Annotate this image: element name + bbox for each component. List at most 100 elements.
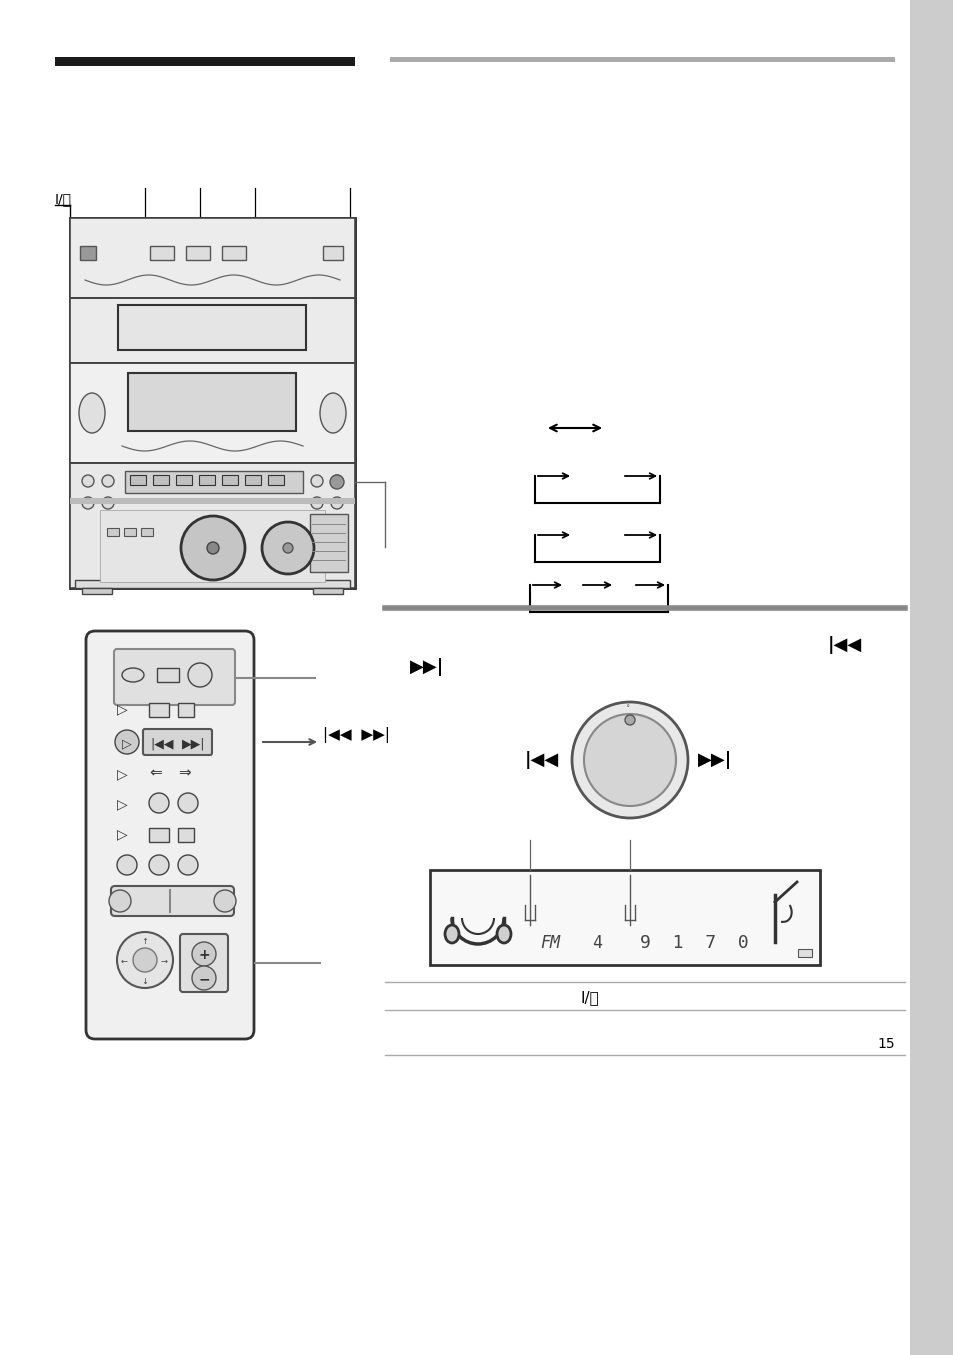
Bar xyxy=(245,476,261,485)
Bar xyxy=(70,363,355,463)
Bar xyxy=(178,703,193,717)
Bar xyxy=(323,247,343,260)
Bar xyxy=(118,305,306,350)
Circle shape xyxy=(102,476,113,486)
Ellipse shape xyxy=(122,668,144,682)
Circle shape xyxy=(330,476,344,489)
Text: ▶▶|: ▶▶| xyxy=(182,737,205,751)
Bar xyxy=(186,247,210,260)
Text: ▶▶|: ▶▶| xyxy=(698,751,732,770)
Bar xyxy=(124,528,136,537)
Circle shape xyxy=(149,855,169,875)
Circle shape xyxy=(624,715,635,725)
Circle shape xyxy=(188,663,212,687)
Bar xyxy=(70,218,355,298)
Bar xyxy=(125,472,303,493)
Text: ⇒: ⇒ xyxy=(178,766,191,780)
Text: ▷: ▷ xyxy=(117,702,128,715)
Circle shape xyxy=(178,793,198,813)
Circle shape xyxy=(213,890,235,912)
Text: →: → xyxy=(161,957,168,966)
Text: 15: 15 xyxy=(876,1037,894,1051)
FancyBboxPatch shape xyxy=(86,631,253,1039)
Circle shape xyxy=(181,516,245,580)
Bar xyxy=(152,476,169,485)
Text: ∘: ∘ xyxy=(625,703,630,709)
Bar xyxy=(55,57,355,66)
Circle shape xyxy=(207,542,219,554)
Text: FM: FM xyxy=(539,934,559,953)
Text: +: + xyxy=(199,948,211,962)
Bar xyxy=(149,703,169,717)
Bar xyxy=(268,476,284,485)
Bar xyxy=(178,828,193,841)
FancyBboxPatch shape xyxy=(111,886,233,916)
Circle shape xyxy=(82,476,94,486)
Text: 9  1  7  0: 9 1 7 0 xyxy=(639,934,748,953)
Text: |◀◀: |◀◀ xyxy=(524,751,558,770)
Text: |◀◀  ▶▶|: |◀◀ ▶▶| xyxy=(323,728,390,743)
Bar xyxy=(175,476,192,485)
Bar xyxy=(80,247,96,260)
Text: ↓: ↓ xyxy=(141,977,148,986)
Text: ▶▶|: ▶▶| xyxy=(410,659,444,676)
Bar xyxy=(797,948,811,957)
Circle shape xyxy=(149,793,169,813)
Bar xyxy=(390,57,894,62)
Circle shape xyxy=(178,855,198,875)
Circle shape xyxy=(115,730,139,753)
Bar xyxy=(222,476,237,485)
Ellipse shape xyxy=(79,393,105,434)
Circle shape xyxy=(192,942,215,966)
Circle shape xyxy=(102,497,113,509)
Bar xyxy=(222,247,246,260)
Bar xyxy=(82,588,112,593)
Text: |◀◀: |◀◀ xyxy=(150,737,173,751)
FancyBboxPatch shape xyxy=(180,934,228,992)
Bar xyxy=(150,247,173,260)
Bar xyxy=(130,476,146,485)
Circle shape xyxy=(583,714,676,806)
Text: ▷: ▷ xyxy=(117,827,128,841)
Circle shape xyxy=(331,497,343,509)
Ellipse shape xyxy=(444,925,458,943)
Bar xyxy=(70,463,355,588)
Bar xyxy=(75,580,350,588)
Text: ▷: ▷ xyxy=(122,737,132,751)
Text: I/⏻: I/⏻ xyxy=(580,991,598,1005)
Ellipse shape xyxy=(319,393,346,434)
Bar xyxy=(157,668,179,682)
Circle shape xyxy=(117,932,172,988)
Text: ⇐: ⇐ xyxy=(149,766,162,780)
Circle shape xyxy=(117,855,137,875)
Text: |◀◀: |◀◀ xyxy=(827,635,862,654)
Bar xyxy=(100,509,325,583)
Bar xyxy=(70,218,355,588)
Bar xyxy=(107,528,119,537)
Circle shape xyxy=(82,497,94,509)
Text: ▷: ▷ xyxy=(117,767,128,780)
FancyBboxPatch shape xyxy=(113,649,234,705)
Bar xyxy=(199,476,214,485)
Circle shape xyxy=(311,497,323,509)
Circle shape xyxy=(572,702,687,818)
Text: ▷: ▷ xyxy=(117,797,128,812)
Bar xyxy=(310,514,348,572)
Circle shape xyxy=(283,543,293,553)
Bar xyxy=(70,298,355,363)
Circle shape xyxy=(192,966,215,991)
Text: ←: ← xyxy=(121,957,128,966)
Bar xyxy=(430,870,820,965)
Text: 4: 4 xyxy=(592,934,601,953)
Text: I/⏻: I/⏻ xyxy=(55,192,71,206)
FancyBboxPatch shape xyxy=(143,729,212,755)
Ellipse shape xyxy=(497,925,511,943)
Circle shape xyxy=(311,476,323,486)
Bar xyxy=(909,0,953,1355)
Bar xyxy=(128,373,295,431)
Bar xyxy=(70,499,355,504)
Circle shape xyxy=(132,948,157,972)
Circle shape xyxy=(109,890,131,912)
Circle shape xyxy=(331,476,343,486)
Text: −: − xyxy=(199,972,211,986)
